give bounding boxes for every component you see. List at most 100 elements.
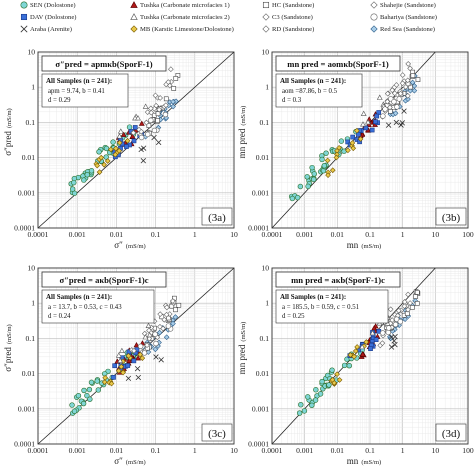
x-tick-label: 0.0001 (28, 230, 49, 239)
legend-label: DAV (Dolostone) (30, 13, 77, 21)
data-point (81, 177, 87, 183)
panel-label: (3d) (442, 428, 461, 440)
y-axis-unit: (mS/m) (6, 324, 13, 344)
data-point (405, 291, 411, 298)
data-point (135, 355, 141, 361)
x-tick-label: 0.1 (365, 446, 375, 455)
data-point (376, 94, 383, 100)
data-point (387, 104, 393, 111)
y-tick-label: 0.001 (252, 404, 269, 413)
x-tick-label: 1 (193, 446, 197, 455)
x-tick-label: 1 (401, 446, 405, 455)
data-point (345, 139, 351, 145)
legend-marker-icon (370, 25, 378, 33)
x-axis-unit: (mS/m) (126, 459, 146, 466)
data-point (163, 334, 170, 341)
data-point (107, 146, 114, 153)
data-point (137, 351, 144, 358)
x-tick-label: 0.01 (331, 446, 344, 455)
data-point (173, 307, 178, 313)
data-point (369, 330, 376, 336)
data-point (392, 311, 398, 318)
chart-panel: 0.0001 0.001 0.01 0.1 1 10 0.0001 0.001 0.01 0.1 1… (3, 48, 238, 251)
legend-marker-icon (262, 1, 270, 9)
y-tick-label: 1 (31, 299, 35, 308)
data-point (142, 103, 149, 109)
data-point (146, 332, 153, 338)
x-axis-label: σ″ (mS/m) (114, 456, 145, 466)
data-point (160, 325, 166, 332)
data-point (69, 402, 75, 408)
data-point (155, 118, 160, 124)
data-point (405, 306, 411, 313)
y-tick-label: 1 (31, 83, 35, 92)
y-tick-label: 0.001 (18, 404, 35, 413)
data-point (88, 379, 95, 386)
data-point (165, 323, 172, 329)
data-point (103, 145, 110, 152)
data-point (163, 96, 169, 102)
data-point (360, 110, 367, 116)
x-axis-label-name: mn (347, 240, 359, 250)
data-point (345, 147, 351, 154)
data-point (158, 357, 164, 363)
legend-label: HC (Sandstone) (272, 1, 315, 9)
x-tick-label: 0.0001 (28, 446, 49, 455)
data-point (157, 323, 163, 330)
data-point (84, 392, 90, 399)
data-point (163, 102, 169, 109)
data-point (382, 106, 388, 112)
legend-marker-icon (262, 13, 270, 21)
x-tick-label: 0.1 (151, 446, 161, 455)
data-point (163, 311, 170, 318)
data-point (298, 402, 304, 408)
data-point (414, 301, 420, 306)
data-point (385, 329, 391, 336)
data-point (112, 363, 117, 369)
x-tick-label: 10 (230, 446, 238, 455)
data-point (138, 134, 145, 141)
stats-title: All Samples (n = 241): (280, 77, 346, 85)
chart-panel: 0.0001 0.001 0.01 0.1 1 10 0.0001 0.001 0.01 0.1 1… (3, 264, 238, 467)
panel-label-box (201, 423, 233, 442)
data-point (138, 120, 145, 126)
data-point (363, 339, 370, 345)
legend-entry: Shahejie (Sandstone) (370, 1, 436, 9)
data-point (120, 131, 127, 137)
data-point (140, 145, 147, 151)
y-tick-label: 0.0001 (14, 440, 35, 449)
data-point (319, 156, 325, 163)
data-point (170, 320, 176, 327)
data-point (397, 90, 404, 97)
data-point (405, 61, 412, 67)
data-point (155, 139, 162, 146)
plot-frame (37, 51, 235, 229)
data-point (157, 311, 163, 317)
x-tick-label: 0.001 (296, 446, 313, 455)
legend-entry: Araba (Arenite) (20, 25, 72, 33)
data-point (349, 140, 356, 146)
data-point (144, 109, 151, 115)
data-point (356, 131, 361, 137)
data-point (334, 371, 340, 378)
plot-frame (271, 267, 469, 445)
data-point (153, 340, 159, 347)
legend-label: Tushka (Carbonate microfacies 1) (140, 1, 230, 9)
data-point (110, 139, 116, 145)
data-point (141, 330, 148, 337)
data-point (297, 183, 304, 190)
data-point (396, 96, 402, 102)
data-point (144, 342, 150, 348)
data-point (111, 375, 116, 380)
chart-panel: 0.0001 0.001 0.01 0.1 1 10 100 0.0001 0.001 0.01 0… (237, 264, 474, 467)
stats-title: All Samples (n = 241): (280, 293, 346, 301)
data-point (116, 139, 123, 146)
x-axis-label-name: σ″ (114, 456, 123, 466)
stats-line: d = 0.24 (48, 313, 71, 320)
data-point (126, 357, 133, 363)
data-point (134, 365, 141, 372)
x-tick-label: 0.01 (331, 230, 344, 239)
data-point (350, 134, 356, 140)
data-point (71, 179, 77, 186)
data-point (124, 137, 131, 144)
